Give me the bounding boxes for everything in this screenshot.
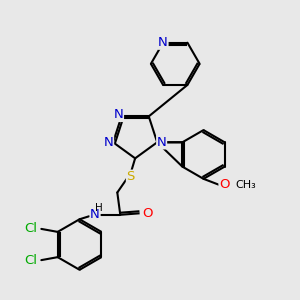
Text: N: N bbox=[104, 136, 113, 149]
Text: N: N bbox=[114, 108, 123, 122]
Text: CH₃: CH₃ bbox=[235, 180, 256, 190]
Text: Cl: Cl bbox=[24, 254, 38, 267]
Text: H: H bbox=[95, 203, 103, 213]
Text: N: N bbox=[157, 136, 166, 149]
Text: O: O bbox=[219, 178, 230, 191]
Text: S: S bbox=[127, 170, 135, 183]
Text: O: O bbox=[142, 207, 152, 220]
Text: N: N bbox=[158, 36, 168, 49]
Text: Cl: Cl bbox=[24, 222, 38, 235]
Text: N: N bbox=[90, 208, 100, 221]
